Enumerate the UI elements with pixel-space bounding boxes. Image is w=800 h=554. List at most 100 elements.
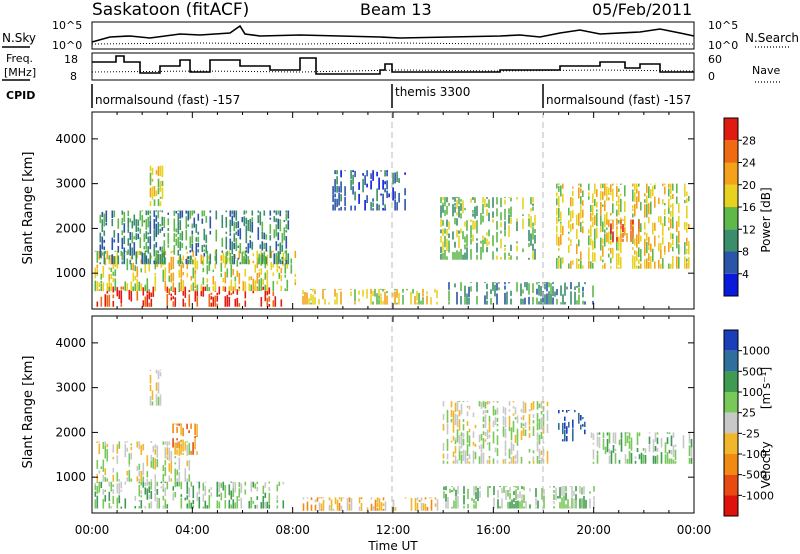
data-cell (502, 415, 505, 426)
data-cell (634, 250, 636, 255)
data-cell (644, 222, 646, 230)
data-cell (216, 500, 219, 509)
data-cell (108, 481, 111, 487)
data-cell (312, 288, 314, 292)
data-cell (222, 481, 225, 491)
data-cell (265, 234, 268, 240)
data-cell (488, 229, 490, 237)
data-cell (141, 252, 144, 265)
colorbar-tick-label: 1000 (742, 345, 770, 358)
data-cell (245, 237, 248, 244)
data-cell (396, 288, 398, 298)
data-cell (494, 409, 497, 416)
data-cell (560, 302, 562, 305)
data-cell (245, 254, 248, 265)
data-cell (608, 432, 611, 444)
data-cell (504, 252, 506, 260)
data-cell (161, 252, 164, 265)
data-cell (256, 273, 259, 284)
data-cell (486, 203, 488, 207)
data-cell (517, 500, 519, 509)
data-cell (496, 460, 499, 464)
data-cell (468, 461, 471, 464)
data-cell (232, 260, 235, 265)
data-cell (103, 251, 106, 265)
data-cell (632, 219, 634, 233)
data-cell (560, 224, 562, 234)
data-cell (374, 288, 376, 297)
data-cell (130, 446, 133, 451)
data-cell (562, 410, 564, 412)
data-cell (570, 197, 572, 207)
data-cell (188, 487, 191, 498)
data-cell (206, 265, 209, 275)
data-cell (166, 456, 169, 460)
data-cell (123, 211, 126, 222)
data-cell (182, 286, 185, 296)
data-cell (272, 300, 275, 307)
data-cell (182, 427, 184, 437)
data-cell (285, 224, 288, 230)
data-cell (229, 210, 232, 217)
data-cell (236, 289, 239, 295)
data-cell (568, 207, 570, 216)
data-cell (457, 486, 459, 495)
data-cell (94, 491, 97, 497)
data-cell (473, 499, 475, 504)
data-cell (244, 489, 247, 495)
data-cell (152, 286, 155, 297)
data-cell (486, 209, 488, 216)
data-cell (322, 288, 324, 300)
data-cell (606, 232, 608, 242)
data-cell (386, 295, 388, 305)
data-cell (610, 266, 612, 269)
data-cell (241, 251, 244, 265)
data-cell (480, 452, 483, 464)
data-cell (278, 266, 281, 269)
data-cell (456, 459, 459, 464)
data-cell (578, 259, 580, 261)
data-cell (581, 498, 583, 509)
data-cell (646, 241, 648, 253)
data-cell (278, 251, 281, 262)
data-cell (106, 282, 109, 292)
data-cell (444, 209, 446, 216)
data-cell (134, 283, 137, 291)
data-cell (508, 401, 511, 406)
data-cell (202, 255, 205, 266)
data-cell (205, 216, 208, 223)
data-cell (622, 219, 624, 221)
data-cell (654, 235, 656, 247)
data-cell (460, 228, 462, 234)
data-cell (534, 229, 536, 233)
data-cell (147, 246, 150, 254)
data-cell (458, 230, 460, 234)
data-cell (606, 212, 608, 225)
data-cell (127, 249, 130, 255)
data-cell (516, 415, 519, 424)
data-cell (582, 292, 584, 298)
data-cell (340, 291, 342, 305)
data-cell (226, 257, 229, 264)
data-cell (448, 221, 450, 230)
data-cell (568, 421, 570, 428)
data-cell (140, 250, 143, 256)
data-cell (668, 207, 670, 214)
data-cell (336, 176, 338, 185)
data-cell (214, 295, 217, 307)
data-cell (412, 288, 414, 294)
data-cell (642, 454, 645, 464)
data-cell (654, 183, 656, 185)
data-cell (565, 504, 567, 509)
data-cell (556, 225, 558, 233)
data-cell (162, 483, 165, 489)
data-cell (324, 298, 326, 305)
data-cell (229, 233, 232, 236)
data-cell (160, 250, 163, 252)
data-cell (540, 431, 543, 439)
data-cell (504, 416, 507, 428)
data-cell (561, 486, 563, 496)
data-cell (524, 421, 527, 428)
data-cell (492, 458, 495, 464)
